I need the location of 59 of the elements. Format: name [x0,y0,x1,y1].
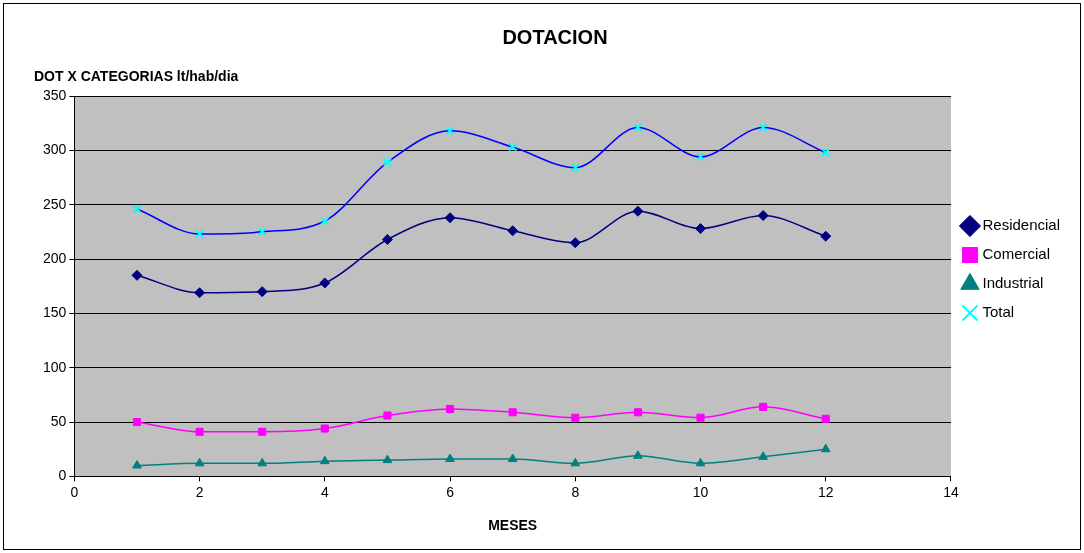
x-axis-title: MESES [488,517,538,534]
point [632,205,644,217]
point [132,418,142,427]
point [507,225,519,237]
legend-label: Industrial [982,274,1044,292]
y-tick-label: 100 [43,358,67,375]
y-tick-label: 350 [43,86,67,103]
chart-title: DOTACION [502,25,608,48]
y-tick-label: 50 [50,412,67,429]
x-tick-label: 2 [195,483,204,500]
x-tick-label: 12 [817,483,834,500]
point [696,413,705,422]
point [569,237,581,249]
x-tick-label: 6 [446,483,455,500]
y-axis-title: DOT X CATEGORIAS lt/hab/dia [34,67,239,84]
x-tick-label: 10 [692,483,709,500]
y-tick-label: 300 [43,141,67,158]
point [446,404,455,414]
point [131,269,143,281]
point [382,454,393,464]
point [508,408,517,417]
point [507,453,518,463]
point [256,286,268,298]
legend-label: Residencial [982,216,1061,234]
point [258,427,267,436]
point [383,411,392,420]
y-tick-label: 250 [43,195,67,212]
point [695,223,706,235]
point [759,402,768,411]
legend-label: Total [982,303,1015,321]
point [320,424,329,433]
point [821,414,830,423]
point [758,451,768,460]
point [571,413,580,422]
point [194,287,206,299]
point [319,277,331,289]
x-tick-label: 0 [70,483,79,500]
point [132,460,142,469]
x-tick-label: 8 [571,483,580,500]
y-tick-label: 200 [43,249,67,266]
x-tick-label: 4 [320,483,329,500]
point [695,457,706,467]
point [195,427,204,436]
point [570,457,581,467]
point [194,457,205,467]
y-tick-label: 0 [58,467,67,484]
point [444,212,456,224]
point [257,457,268,467]
point [319,455,330,465]
point [445,453,455,463]
point [381,233,393,245]
point [757,210,769,222]
point [633,450,643,459]
point [820,443,831,453]
point [633,408,642,417]
y-tick-label: 150 [43,304,67,321]
legend-label: Comercial [982,245,1050,263]
x-tick-label: 14 [943,483,959,500]
point [820,230,832,242]
